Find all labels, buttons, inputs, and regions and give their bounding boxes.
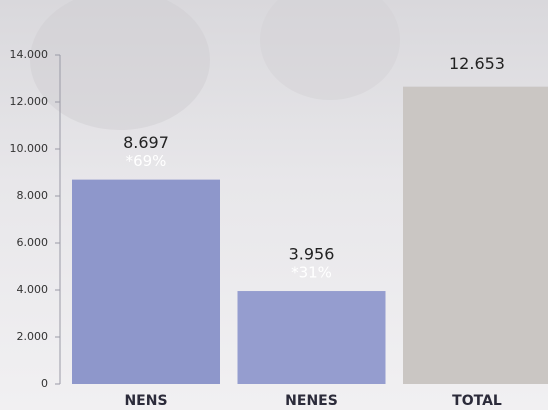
y-tick-label: 12.000	[10, 95, 49, 108]
y-tick-label: 0	[41, 377, 48, 390]
share-label: *69%	[126, 152, 167, 170]
y-tick-label: 14.000	[10, 48, 49, 61]
y-tick-label: 4.000	[17, 283, 49, 296]
x-tick-label: NENES	[285, 393, 338, 409]
value-label: 8.697	[123, 133, 169, 152]
share-label: *31%	[291, 264, 332, 282]
x-tick-label: TOTAL	[452, 393, 502, 409]
y-tick-label: 10.000	[10, 142, 49, 155]
bar	[403, 86, 548, 384]
y-tick-label: 2.000	[17, 330, 49, 343]
y-tick-label: 6.000	[17, 236, 49, 249]
x-tick-label: NENS	[124, 393, 167, 409]
background-silhouette	[30, 0, 210, 130]
bar	[72, 179, 220, 384]
y-tick-label: 8.000	[17, 189, 49, 202]
bar	[237, 291, 386, 384]
value-label: 3.956	[289, 245, 335, 264]
value-label: 12.653	[449, 54, 505, 73]
background-silhouette	[260, 0, 400, 100]
